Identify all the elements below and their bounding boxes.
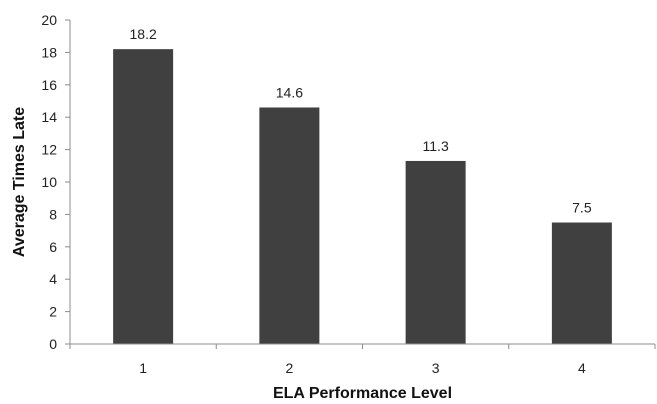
x-tick-label-4: 4 — [578, 360, 586, 376]
x-tick-label-3: 3 — [432, 360, 440, 376]
x-tick-label-1: 1 — [139, 360, 147, 376]
bar-3 — [405, 160, 466, 344]
y-tick-label: 6 — [49, 239, 57, 255]
y-axis-ticks: 0 2 4 6 8 10 12 14 16 18 20 — [41, 12, 70, 352]
y-tick-label: 18 — [41, 44, 57, 60]
y-tick-label: 10 — [41, 174, 57, 190]
y-tick-label: 12 — [41, 142, 57, 158]
data-labels: 18.2 14.6 11.3 7.5 — [130, 26, 592, 215]
y-tick-label: 16 — [41, 77, 57, 93]
y-tick-label: 2 — [49, 304, 57, 320]
x-axis-ticks: 1 2 3 4 — [69, 344, 656, 376]
bar-4 — [551, 222, 612, 344]
x-axis-title: ELA Performance Level — [273, 385, 452, 402]
y-tick-label: 4 — [49, 271, 57, 287]
y-tick-label: 20 — [41, 12, 57, 28]
x-tick-label-2: 2 — [285, 360, 293, 376]
bars — [113, 49, 612, 344]
y-tick-label: 14 — [41, 109, 57, 125]
y-tick-label: 8 — [49, 206, 57, 222]
y-axis-title: Average Times Late — [11, 107, 28, 257]
data-label-4: 7.5 — [572, 200, 592, 216]
bar-2 — [259, 107, 320, 344]
data-label-1: 18.2 — [130, 26, 157, 42]
data-label-3: 11.3 — [423, 138, 449, 154]
bar-1 — [113, 49, 174, 344]
data-label-2: 14.6 — [276, 84, 303, 100]
y-tick-label: 0 — [49, 336, 57, 352]
